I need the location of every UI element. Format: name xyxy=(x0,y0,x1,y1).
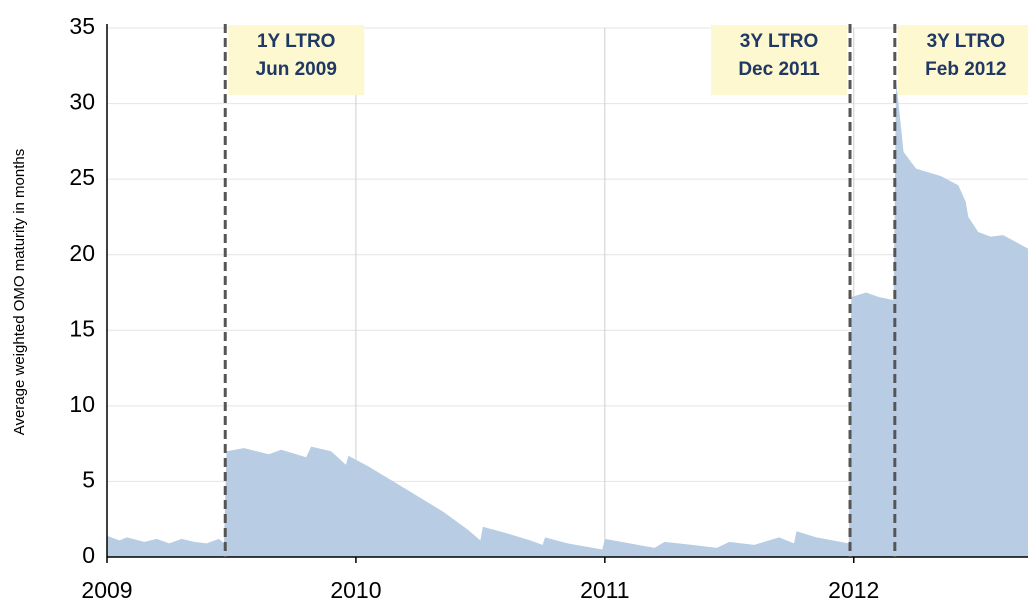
y-tick-label: 0 xyxy=(82,542,95,568)
y-tick-label: 25 xyxy=(69,164,95,190)
annotation-box xyxy=(711,25,848,95)
y-tick-label: 5 xyxy=(82,467,95,493)
y-axis-title: Average weighted OMO maturity in months xyxy=(11,149,28,436)
annotation-label: Dec 2011 xyxy=(738,59,820,80)
annotation-box xyxy=(228,25,365,95)
y-tick-label: 35 xyxy=(69,13,95,39)
annotation-label: 3Y LTRO xyxy=(740,31,818,52)
annotation-label: 3Y LTRO xyxy=(927,31,1005,52)
y-tick-label: 30 xyxy=(69,89,95,115)
annotation-box xyxy=(897,25,1028,95)
area xyxy=(107,80,1028,558)
y-tick-label: 20 xyxy=(69,240,95,266)
x-tick-label: 2009 xyxy=(81,577,132,603)
y-tick-label: 15 xyxy=(69,315,95,341)
annotation-label: 1Y LTRO xyxy=(257,31,335,52)
x-tick-label: 2012 xyxy=(828,577,879,603)
y-tick-label: 10 xyxy=(69,391,95,417)
annotation-label: Feb 2012 xyxy=(925,59,1006,80)
x-tick-label: 2011 xyxy=(580,577,629,603)
x-tick-label: 2010 xyxy=(330,577,381,603)
annotation-label: Jun 2009 xyxy=(256,59,337,80)
